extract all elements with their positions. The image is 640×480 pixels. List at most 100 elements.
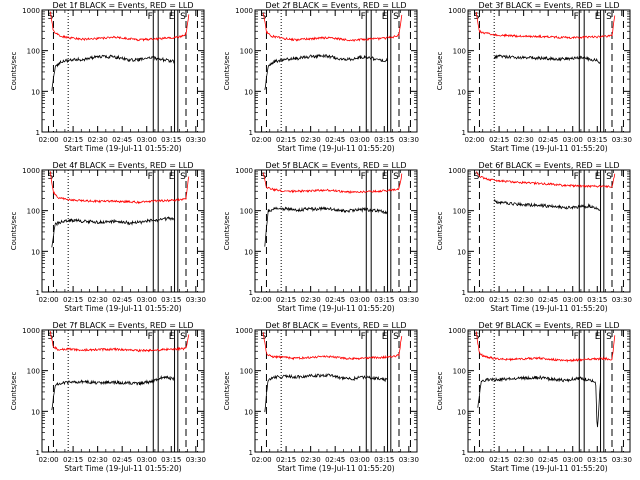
- chart-title: Det 6f BLACK = Events, RED = LLD: [478, 161, 619, 170]
- x-axis-label: Start Time (19-Jul-11 01:55:20): [64, 144, 181, 153]
- y-tick-label: 10: [244, 88, 253, 96]
- y-tick-label: 1000: [235, 7, 253, 15]
- chart-title: Det 3f BLACK = Events, RED = LLD: [478, 1, 619, 10]
- series-line-lld: [476, 171, 616, 189]
- x-tick-label: 02:30: [301, 136, 321, 144]
- x-tick-label: 03:00: [350, 136, 370, 144]
- x-axis-label: Start Time (19-Jul-11 01:55:20): [277, 464, 394, 473]
- x-tick-label: 03:30: [186, 136, 206, 144]
- marker-label: E: [595, 332, 601, 342]
- marker-label: S: [474, 172, 480, 182]
- chart-title: Det 1f BLACK = Events, RED = LLD: [52, 1, 193, 10]
- chart-panel-6: Det 6f BLACK = Events, RED = LLD 1 10 100 10…: [436, 161, 632, 313]
- x-axis-label: Start Time (19-Jul-11 01:55:20): [64, 304, 181, 313]
- y-tick-label: 10: [31, 408, 40, 416]
- x-tick-label: 02:30: [88, 296, 108, 304]
- x-tick-label: 02:30: [514, 136, 534, 144]
- x-tick-label: 02:15: [63, 296, 83, 304]
- marker-label: S: [393, 172, 399, 182]
- series-line-events: [51, 375, 175, 411]
- y-axis-label: Counts/sec: [223, 212, 231, 251]
- x-tick-label: 02:00: [38, 296, 58, 304]
- y-tick-label: 10: [457, 248, 466, 256]
- y-axis-label: Counts/sec: [10, 52, 18, 91]
- x-tick-label: 03:30: [612, 136, 632, 144]
- x-tick-label: 02:00: [464, 296, 484, 304]
- y-tick-label: 1000: [22, 167, 40, 175]
- y-tick-label: 10: [457, 408, 466, 416]
- series-line-events: [264, 53, 388, 90]
- marker-label: S: [180, 12, 186, 22]
- y-tick-label: 100: [27, 48, 40, 56]
- marker-label: F: [574, 332, 579, 342]
- series-line-lld: [475, 11, 616, 40]
- x-tick-label: 02:15: [276, 136, 296, 144]
- series-line-events: [264, 206, 388, 247]
- y-tick-label: 100: [453, 48, 466, 56]
- chart-title: Det 8f BLACK = Events, RED = LLD: [265, 321, 406, 330]
- chart-title: Det 2f BLACK = Events, RED = LLD: [265, 1, 406, 10]
- x-tick-label: 03:30: [399, 296, 419, 304]
- y-tick-label: 10: [457, 88, 466, 96]
- marker-label: E: [595, 172, 601, 182]
- y-tick-label: 1: [462, 129, 466, 137]
- series-line-lld: [49, 11, 190, 42]
- y-tick-label: 1000: [22, 327, 40, 335]
- y-tick-label: 100: [453, 208, 466, 216]
- x-tick-label: 03:15: [587, 296, 607, 304]
- y-tick-label: 1000: [448, 167, 466, 175]
- x-axis-label: Start Time (19-Jul-11 01:55:20): [490, 464, 607, 473]
- y-tick-label: 100: [240, 48, 253, 56]
- x-tick-label: 02:00: [38, 456, 58, 464]
- series-line-events: [51, 216, 175, 248]
- x-tick-label: 02:00: [38, 136, 58, 144]
- y-tick-label: 1000: [22, 7, 40, 15]
- plot-frame: [254, 9, 418, 133]
- x-tick-label: 02:15: [63, 456, 83, 464]
- plot-frame: [467, 9, 631, 133]
- chart-panel-8: Det 8f BLACK = Events, RED = LLD 1 10 100 10…: [223, 321, 419, 473]
- plot-frame: [467, 329, 631, 453]
- plot-frame: [254, 169, 418, 293]
- marker-label: F: [574, 12, 579, 22]
- x-tick-label: 02:30: [88, 456, 108, 464]
- x-tick-label: 03:15: [587, 456, 607, 464]
- marker-label: E: [382, 332, 388, 342]
- y-axis-label: Counts/sec: [10, 372, 18, 411]
- y-axis-label: Counts/sec: [223, 372, 231, 411]
- x-axis-label: Start Time (19-Jul-11 01:55:20): [490, 304, 607, 313]
- x-tick-label: 02:30: [514, 296, 534, 304]
- series-line-events: [264, 373, 388, 413]
- x-tick-label: 02:30: [514, 456, 534, 464]
- y-tick-label: 10: [31, 88, 40, 96]
- x-tick-label: 03:15: [161, 456, 181, 464]
- x-tick-label: 02:15: [489, 296, 509, 304]
- x-tick-label: 02:45: [538, 296, 558, 304]
- series-line-lld: [49, 330, 190, 353]
- x-axis-label: Start Time (19-Jul-11 01:55:20): [64, 464, 181, 473]
- x-tick-label: 02:30: [301, 456, 321, 464]
- x-tick-label: 02:00: [464, 136, 484, 144]
- x-tick-label: 03:00: [137, 456, 157, 464]
- series-line-lld: [262, 172, 403, 194]
- x-tick-label: 03:15: [161, 296, 181, 304]
- x-tick-label: 03:30: [612, 296, 632, 304]
- chart-title: Det 9f BLACK = Events, RED = LLD: [478, 321, 619, 330]
- y-tick-label: 100: [240, 208, 253, 216]
- marker-label: F: [361, 332, 366, 342]
- x-tick-label: 02:00: [464, 456, 484, 464]
- marker-label: S: [606, 172, 612, 182]
- y-tick-label: 1: [249, 129, 253, 137]
- series-line-lld: [262, 12, 403, 42]
- y-axis-label: Counts/sec: [10, 212, 18, 251]
- x-tick-label: 02:45: [325, 136, 345, 144]
- chart-title: Det 4f BLACK = Events, RED = LLD: [52, 161, 193, 170]
- series-line-lld: [262, 332, 403, 361]
- y-tick-label: 1000: [235, 327, 253, 335]
- chart-panel-5: Det 5f BLACK = Events, RED = LLD 1 10 100 10…: [223, 161, 419, 313]
- x-tick-label: 02:45: [112, 296, 132, 304]
- marker-label: F: [148, 172, 153, 182]
- y-axis-label: Counts/sec: [436, 52, 444, 91]
- marker-label: F: [574, 172, 579, 182]
- x-tick-label: 03:30: [399, 136, 419, 144]
